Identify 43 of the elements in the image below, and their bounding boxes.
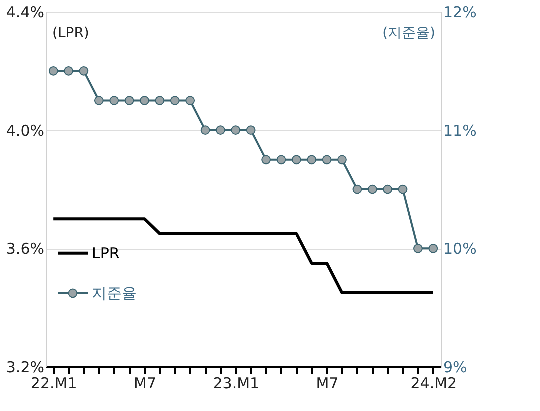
y-tick-label: 3.6%: [6, 240, 44, 258]
x-tick-label: M7: [134, 374, 156, 392]
point: [368, 184, 378, 194]
x-tick-label: 22.M1: [30, 374, 78, 392]
point: [110, 96, 120, 106]
point: [338, 155, 347, 165]
point: [124, 96, 134, 106]
point: [186, 96, 196, 106]
point: [292, 155, 302, 165]
point: [48, 66, 58, 76]
point: [307, 155, 317, 165]
point: [200, 126, 210, 136]
y2-tick-label: 9%: [444, 358, 468, 376]
point: [322, 155, 332, 165]
point: [79, 66, 89, 76]
point: [140, 96, 150, 106]
point: [94, 96, 104, 106]
y-tick-label: 3.2%: [6, 358, 44, 376]
point: [276, 155, 286, 165]
x-tick-label: 24.M2: [410, 374, 458, 392]
legend-label: LPR: [92, 244, 120, 262]
y2-tick-label: 11%: [444, 122, 477, 140]
point: [155, 96, 165, 106]
y2-tick-label: 10%: [444, 240, 477, 258]
y-axis-title: (LPR): [52, 26, 90, 42]
y-tick-label: 4.0%: [6, 122, 44, 140]
point: [383, 184, 393, 194]
legend-label: 지준율: [92, 284, 137, 302]
point: [398, 184, 408, 194]
point: [170, 96, 180, 106]
y-tick-label: 4.4%: [6, 4, 44, 22]
point: [414, 244, 423, 254]
y2-tick-label: 12%: [444, 4, 477, 22]
point: [428, 244, 438, 254]
y2-axis-title: (지준율): [382, 26, 436, 42]
point: [231, 126, 241, 136]
point: [216, 126, 226, 136]
x-tick-label: 23.M1: [213, 374, 260, 392]
point: [246, 126, 256, 136]
point: [64, 66, 74, 76]
x-tick-label: M7: [316, 374, 339, 392]
point: [352, 184, 362, 194]
point: [262, 155, 271, 165]
